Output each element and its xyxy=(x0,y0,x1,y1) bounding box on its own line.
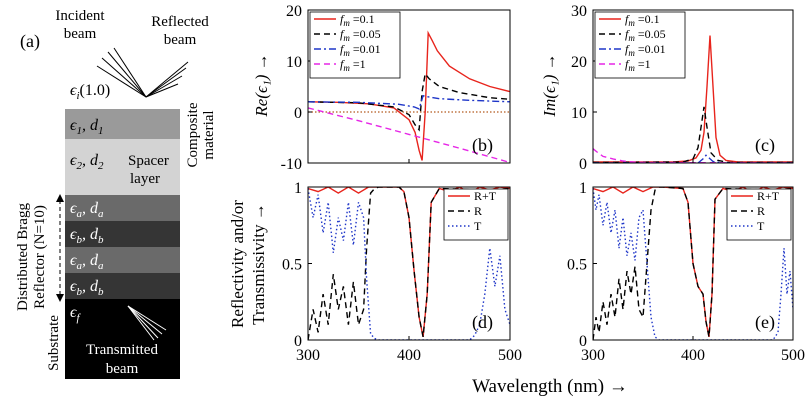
panel-label-b: (b) xyxy=(472,135,493,156)
ytick-label-c-3: 30 xyxy=(571,3,587,20)
legend-label-b-2: fm =0.01 xyxy=(340,42,381,58)
dbr-label-1: Distributed Bragg xyxy=(15,203,31,311)
layer-b-1 xyxy=(65,221,180,247)
series-line-e-2 xyxy=(593,188,793,340)
layer-b-label-1: ϵb, db xyxy=(70,226,104,246)
layer-a-label-1: ϵa, da xyxy=(70,200,104,220)
legend-box-c xyxy=(594,11,686,79)
legend-box-b xyxy=(309,11,401,79)
xtick-label-d-0: 300 xyxy=(296,347,320,364)
ytick-label-c-0: 0 xyxy=(579,156,587,173)
ytick-label-d-2: 1 xyxy=(294,180,302,197)
reflected-beam-label-1: Reflected xyxy=(151,14,209,30)
layer-substrate xyxy=(65,299,180,379)
ytick-label-b-3: 20 xyxy=(286,3,302,20)
legend-label-c-1: fm =0.05 xyxy=(625,27,666,43)
legend-box-e xyxy=(726,188,792,241)
legend-label-d-2: T xyxy=(474,219,482,233)
transmitted-beam-label-1: Transmitted xyxy=(86,342,158,358)
legend-label-b-3: fm =1 xyxy=(340,57,366,73)
ytick-label-e-0: 0 xyxy=(579,333,587,350)
series-line-c-2 xyxy=(593,154,793,163)
legend-label-c-3: fm =1 xyxy=(625,57,651,73)
panel-label-e: (e) xyxy=(755,312,775,333)
series-line-e-1 xyxy=(593,187,793,340)
panel-label-d: (d) xyxy=(472,312,493,333)
ytick-label-b-2: 10 xyxy=(286,54,302,71)
layer-a-label-2: ϵa, da xyxy=(70,252,104,272)
ytick-label-e-1: 0.5 xyxy=(567,257,587,274)
ytick-label-b-0: -10 xyxy=(281,156,302,173)
reflected-beam-label-2: beam xyxy=(164,32,197,48)
ytick-label-e-2: 1 xyxy=(579,180,587,197)
transmitted-beam-label-2: beam xyxy=(106,361,139,377)
eps-f-label: ϵf xyxy=(70,304,81,324)
legend-label-d-1: R xyxy=(474,204,482,218)
legend-label-c-0: fm =0.1 xyxy=(625,12,660,28)
series-line-c-3 xyxy=(593,148,793,163)
xtick-label-d-1: 400 xyxy=(397,347,421,364)
ytick-label-b-1: 0 xyxy=(294,105,302,122)
xtick-label-e-2: 500 xyxy=(781,347,805,364)
series-line-d-1 xyxy=(308,187,510,340)
transmitted-arrows xyxy=(127,305,167,341)
dbr-label-2: Reflector (N=10) xyxy=(32,205,48,309)
xtick-label-e-0: 300 xyxy=(581,347,605,364)
panel-label-c: (c) xyxy=(755,135,775,156)
dbr-arrow-up xyxy=(56,194,64,202)
incident-beam-label-1: Incident xyxy=(55,8,105,24)
xlabel-common: Wavelength (nm) → xyxy=(472,376,628,397)
substrate-label: Substrate xyxy=(46,315,62,371)
ylabel-d-2: Transmissivity → xyxy=(249,203,268,325)
panel-d: 0 0.5 1 300 400 500 (d) R+TRT xyxy=(282,180,522,364)
spacer-label-2: layer xyxy=(130,171,160,187)
ylabel-d-1: Reflectivity and/or xyxy=(228,200,247,328)
layer-a-2 xyxy=(65,247,180,273)
legend-label-e-2: T xyxy=(757,219,765,233)
series-line-c-0 xyxy=(593,35,793,163)
dbr-arrow-down xyxy=(56,294,64,302)
spacer-label-1: Spacer xyxy=(128,153,169,169)
layer-composite xyxy=(65,109,180,139)
ylabel-b: Re(ϵ₁) → xyxy=(252,53,271,117)
incident-arrows xyxy=(96,47,189,98)
legend-box-d xyxy=(443,188,509,241)
legend-label-c-2: fm =0.01 xyxy=(625,42,666,58)
layer1-label: ϵ1, d1 xyxy=(70,117,103,137)
layer-b-label-2: ϵb, db xyxy=(70,278,104,298)
series-line-b-3 xyxy=(308,107,510,163)
legend-label-e-0: R+T xyxy=(757,189,780,203)
schematic-panel: (a) Incident beam Reflected beam ϵi(1.0)… xyxy=(15,8,217,379)
layer-spacer xyxy=(65,139,180,195)
composite-label-2: material xyxy=(201,110,217,159)
eps-i-label: ϵi(1.0) xyxy=(70,82,110,102)
ytick-label-c-2: 20 xyxy=(571,54,587,71)
layer2-label: ϵ2, d2 xyxy=(70,152,104,172)
series-line-b-2 xyxy=(308,94,510,110)
legend-label-d-0: R+T xyxy=(474,189,497,203)
ytick-label-d-1: 0.5 xyxy=(282,257,302,274)
composite-label-1: Composite xyxy=(185,102,201,167)
legend-label-b-1: fm =0.05 xyxy=(340,27,381,43)
xtick-label-e-1: 400 xyxy=(681,347,705,364)
xtick-label-d-2: 500 xyxy=(498,347,522,364)
ytick-label-c-1: 10 xyxy=(571,105,587,122)
ytick-label-d-0: 0 xyxy=(294,333,302,350)
incident-beam-label-2: beam xyxy=(64,26,97,42)
legend-label-e-1: R xyxy=(757,204,765,218)
legend-label-b-0: fm =0.1 xyxy=(340,12,375,28)
panel-label-a: (a) xyxy=(20,31,40,52)
series-line-c-1 xyxy=(593,106,793,163)
layer-b-2 xyxy=(65,273,180,299)
ylabel-c: Im(ϵ₁) → xyxy=(540,53,559,117)
layer-a-1 xyxy=(65,195,180,221)
panel-e: 0 0.5 1 300 400 500 (e) R+TRT xyxy=(567,180,805,364)
